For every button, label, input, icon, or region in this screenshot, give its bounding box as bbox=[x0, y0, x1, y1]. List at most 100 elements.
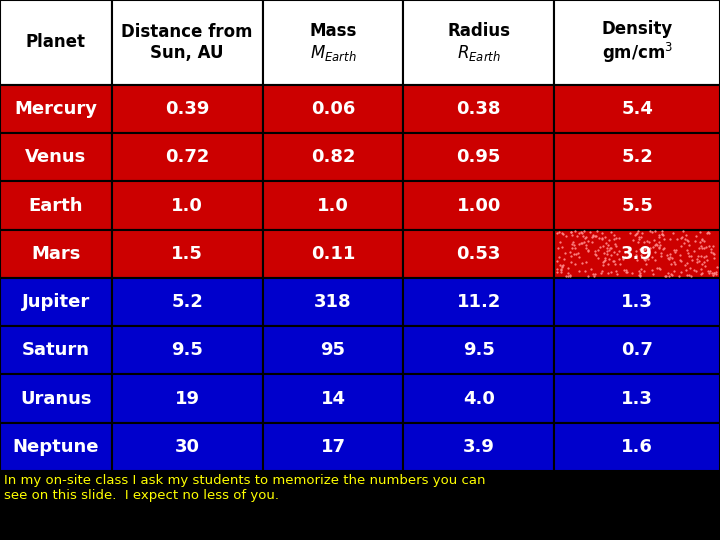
Point bbox=[621, 268, 633, 276]
Point bbox=[707, 248, 719, 257]
Point bbox=[632, 238, 644, 246]
Bar bbox=[263, 181, 403, 229]
Point bbox=[560, 232, 572, 241]
Point bbox=[576, 229, 588, 238]
Point bbox=[688, 266, 700, 274]
Point bbox=[642, 255, 654, 264]
Point bbox=[696, 244, 708, 253]
Point bbox=[690, 232, 702, 240]
Point bbox=[614, 260, 626, 268]
Text: 0.39: 0.39 bbox=[165, 100, 210, 118]
Point bbox=[648, 236, 660, 245]
Point bbox=[669, 260, 680, 268]
Point bbox=[621, 265, 632, 274]
Point bbox=[673, 272, 685, 281]
Point bbox=[696, 265, 707, 274]
Bar bbox=[112, 85, 263, 133]
Text: 0.72: 0.72 bbox=[165, 148, 210, 166]
Point bbox=[674, 255, 685, 264]
Point bbox=[555, 268, 567, 276]
Point bbox=[607, 256, 618, 265]
Point bbox=[668, 246, 680, 254]
Point bbox=[698, 253, 710, 261]
Text: 1.00: 1.00 bbox=[456, 197, 501, 214]
Point bbox=[611, 241, 622, 250]
Point bbox=[683, 252, 695, 261]
Text: 0.38: 0.38 bbox=[456, 100, 501, 118]
Point bbox=[578, 227, 590, 235]
Point bbox=[630, 247, 642, 255]
Text: 5.4: 5.4 bbox=[621, 100, 653, 118]
Point bbox=[610, 267, 621, 276]
Point bbox=[696, 236, 708, 245]
Point bbox=[634, 233, 645, 241]
Point bbox=[634, 244, 645, 253]
Point bbox=[652, 240, 663, 249]
Point bbox=[589, 247, 600, 255]
Bar bbox=[403, 230, 554, 278]
Point bbox=[556, 243, 567, 252]
Point bbox=[652, 264, 663, 272]
Point bbox=[643, 238, 654, 246]
Point bbox=[631, 255, 642, 264]
Point bbox=[684, 264, 696, 273]
Point bbox=[554, 261, 565, 270]
Point bbox=[672, 235, 683, 244]
Point bbox=[592, 246, 603, 254]
Point bbox=[639, 255, 650, 264]
Point bbox=[680, 231, 692, 239]
Point bbox=[587, 232, 598, 240]
Point bbox=[567, 231, 578, 239]
Text: Venus: Venus bbox=[25, 148, 86, 166]
Point bbox=[554, 252, 565, 261]
Text: 1.6: 1.6 bbox=[621, 438, 653, 456]
Point bbox=[618, 266, 629, 274]
Bar bbox=[263, 133, 403, 181]
Text: 0.7: 0.7 bbox=[621, 341, 653, 359]
Point bbox=[669, 248, 680, 256]
Point bbox=[575, 227, 587, 236]
Point bbox=[708, 269, 719, 278]
Bar bbox=[403, 0, 554, 85]
Point bbox=[565, 258, 577, 266]
Point bbox=[635, 271, 647, 279]
Point bbox=[606, 244, 617, 252]
Point bbox=[591, 227, 603, 235]
Point bbox=[562, 272, 574, 280]
Point bbox=[647, 243, 659, 252]
Point bbox=[639, 244, 651, 253]
Bar bbox=[112, 374, 263, 423]
Point bbox=[654, 240, 666, 249]
Point bbox=[554, 238, 566, 247]
Point bbox=[570, 244, 581, 253]
Point bbox=[675, 242, 687, 251]
Point bbox=[647, 269, 659, 278]
Point bbox=[665, 269, 677, 278]
Point bbox=[703, 228, 715, 237]
Point bbox=[555, 266, 567, 275]
Point bbox=[680, 261, 691, 269]
Point bbox=[561, 272, 572, 280]
Point bbox=[568, 249, 580, 258]
Point bbox=[641, 254, 652, 262]
Point bbox=[552, 256, 563, 265]
Point bbox=[696, 241, 707, 250]
Point bbox=[696, 270, 707, 279]
Point bbox=[602, 259, 613, 268]
Point bbox=[644, 227, 655, 235]
Point bbox=[640, 260, 652, 268]
Point bbox=[595, 233, 607, 242]
Text: 30: 30 bbox=[175, 438, 199, 456]
Point bbox=[674, 251, 685, 260]
Bar bbox=[554, 133, 720, 181]
Point bbox=[636, 229, 648, 238]
Bar bbox=[554, 181, 720, 229]
Point bbox=[690, 267, 702, 276]
Point bbox=[597, 267, 608, 275]
Point bbox=[595, 269, 607, 278]
Point bbox=[696, 269, 708, 278]
Point bbox=[553, 228, 564, 237]
Bar bbox=[0, 133, 112, 181]
Point bbox=[639, 267, 650, 275]
Point bbox=[592, 254, 603, 263]
